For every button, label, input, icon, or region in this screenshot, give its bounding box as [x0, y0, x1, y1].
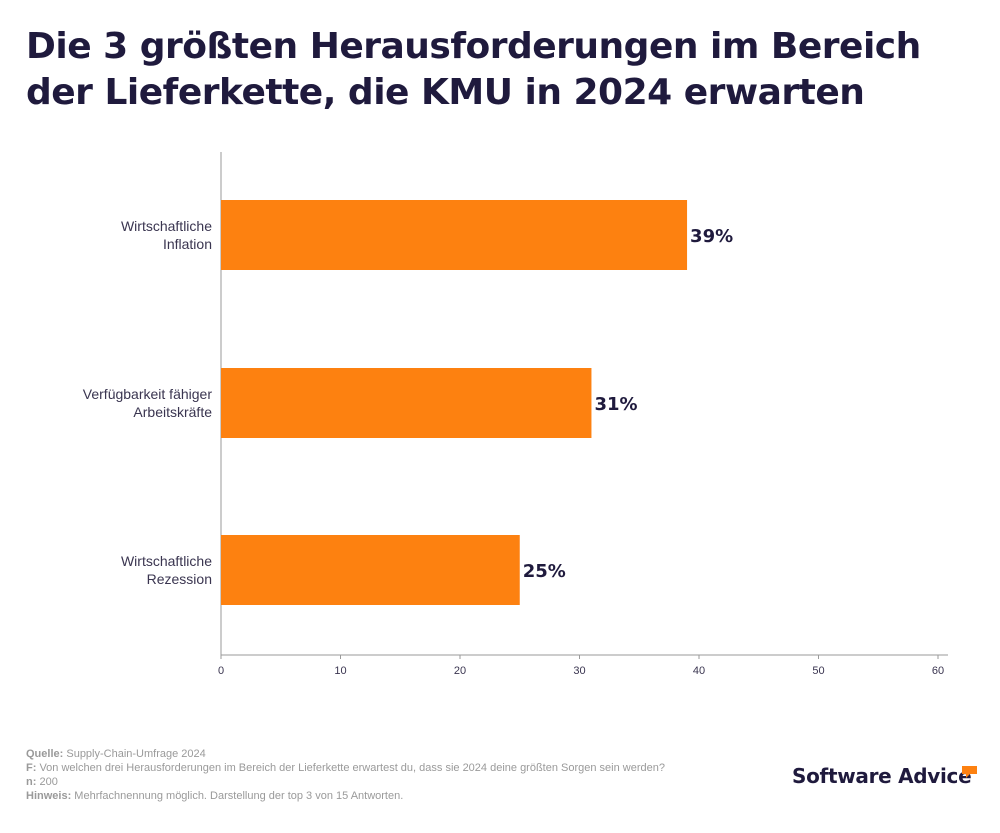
- chart-title-line: Die 3 größten Herausforderungen im Berei…: [26, 26, 921, 67]
- category-label: Inflation: [163, 236, 212, 252]
- chart-footer: Quelle: Supply-Chain-Umfrage 2024 F: Von…: [26, 747, 746, 803]
- category-label: Arbeitskräfte: [133, 404, 212, 420]
- bar-chart: 0 10 20 30 40 50 60 39% Wirtschaftliche Inflation…: [83, 152, 948, 677]
- chart-title-line: der Lieferkette, die KMU in 2024 erwarte…: [26, 72, 865, 113]
- x-tick-label: 40: [693, 665, 705, 677]
- x-tick-label: 10: [334, 665, 346, 677]
- bar: [221, 368, 592, 438]
- chart-title: Die 3 größten Herausforderungen im Berei…: [26, 24, 966, 116]
- data-label: 39%: [690, 226, 733, 247]
- footer-sample-size: n: 200: [26, 776, 58, 788]
- x-tick-label: 50: [812, 665, 824, 677]
- footer-note: Hinweis: Mehrfachnennung möglich. Darste…: [26, 790, 404, 802]
- data-label: 31%: [594, 394, 637, 415]
- category-label: Verfügbarkeit fähiger: [83, 386, 213, 402]
- category-label: Wirtschaftliche: [121, 553, 212, 569]
- bar: [221, 200, 688, 270]
- x-tick-label: 60: [932, 665, 944, 677]
- x-tick-label: 20: [454, 665, 466, 677]
- footer-question: F: Von welchen drei Herausforderungen im…: [26, 762, 665, 774]
- category-label: Wirtschaftliche: [121, 218, 212, 234]
- category-label: Rezession: [147, 571, 212, 587]
- speech-bubble-icon: [962, 766, 977, 778]
- footer-source: Quelle: Supply-Chain-Umfrage 2024: [26, 748, 206, 760]
- bar: [221, 535, 520, 605]
- x-tick-label: 30: [573, 665, 585, 677]
- software-advice-logo: Software Advice: [792, 764, 972, 788]
- x-tick-label: 0: [218, 665, 224, 677]
- data-label: 25%: [523, 561, 566, 582]
